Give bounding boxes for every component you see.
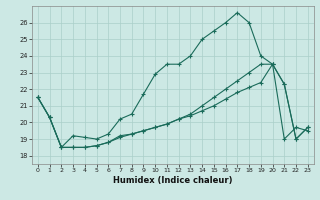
X-axis label: Humidex (Indice chaleur): Humidex (Indice chaleur): [113, 176, 233, 185]
